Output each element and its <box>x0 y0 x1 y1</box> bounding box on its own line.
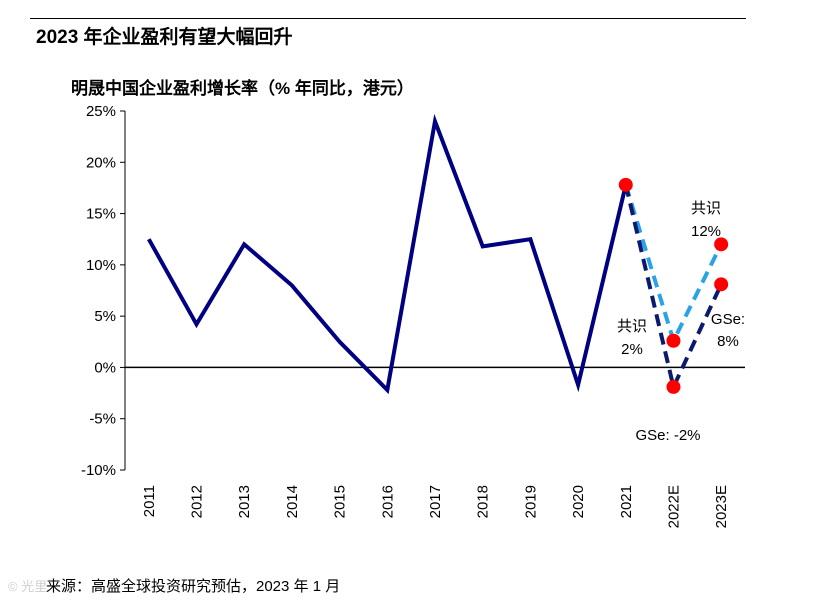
annotations: 共识 12% 共识 2% GSe: 8% GSe: -2% <box>617 200 745 444</box>
data-marker <box>714 277 729 292</box>
y-tick-label: -10% <box>81 462 116 479</box>
x-tick-label: 2019 <box>522 485 539 518</box>
x-tick-label: 2012 <box>189 485 206 518</box>
y-tick-label: 10% <box>86 257 116 274</box>
x-axis-ticks: 2011 2012 2013 2014 2015 2016 2017 2018 2019 2020… <box>141 485 730 528</box>
anno-gse-2023-value: 8% <box>717 333 739 350</box>
source-note: 来源：高盛全球投资研究预估，2023 年 1 月 <box>46 578 341 595</box>
watermark: © 光里 <box>8 579 48 594</box>
x-tick-label: 2015 <box>332 485 349 518</box>
y-tick-label: 0% <box>94 359 116 376</box>
axes <box>124 111 745 470</box>
top-rule <box>30 18 746 19</box>
x-tick-label: 2017 <box>427 485 444 518</box>
x-tick-label: 2016 <box>379 485 396 518</box>
x-tick-label: 2018 <box>475 485 492 518</box>
x-tick-label: 2013 <box>236 485 253 518</box>
y-axis-ticks: -10% -5% 0% 5% 10% 15% 20% 25% <box>81 103 125 479</box>
y-tick-label: 5% <box>94 308 116 325</box>
anno-consensus-2022-value: 2% <box>621 341 643 358</box>
series-line-实际 <box>147 113 628 395</box>
x-tick-label: 2020 <box>570 485 587 518</box>
anno-gse-2023-label: GSe: <box>711 311 745 328</box>
data-marker <box>714 237 729 252</box>
data-marker <box>618 177 633 192</box>
growth-line-chart: -10% -5% 0% 5% 10% 15% 20% 25% 2011 2012 2013 2014… <box>81 103 745 528</box>
x-tick-label: 2011 <box>141 485 158 517</box>
data-markers <box>618 177 729 394</box>
y-tick-label: 25% <box>86 103 116 120</box>
data-marker <box>666 379 681 394</box>
x-tick-label: 2023E <box>713 485 730 528</box>
x-tick-label: 2022E <box>665 485 682 528</box>
y-tick-label: 20% <box>86 154 116 171</box>
x-tick-label: 2021 <box>618 485 635 518</box>
chart-subtitle: 明晟中国企业盈利增长率（% 年同比，港元） <box>71 79 414 98</box>
anno-gse-2022: GSe: -2% <box>635 427 700 444</box>
anno-consensus-2022-label: 共识 <box>617 318 647 335</box>
page-title: 2023 年企业盈利有望大幅回升 <box>36 27 293 48</box>
anno-consensus-2023-label: 共识 <box>691 200 721 217</box>
x-tick-label: 2014 <box>284 485 301 518</box>
anno-consensus-2023-value: 12% <box>691 223 721 240</box>
y-tick-label: 15% <box>86 206 116 223</box>
data-marker <box>666 333 681 348</box>
y-tick-label: -5% <box>89 411 116 428</box>
